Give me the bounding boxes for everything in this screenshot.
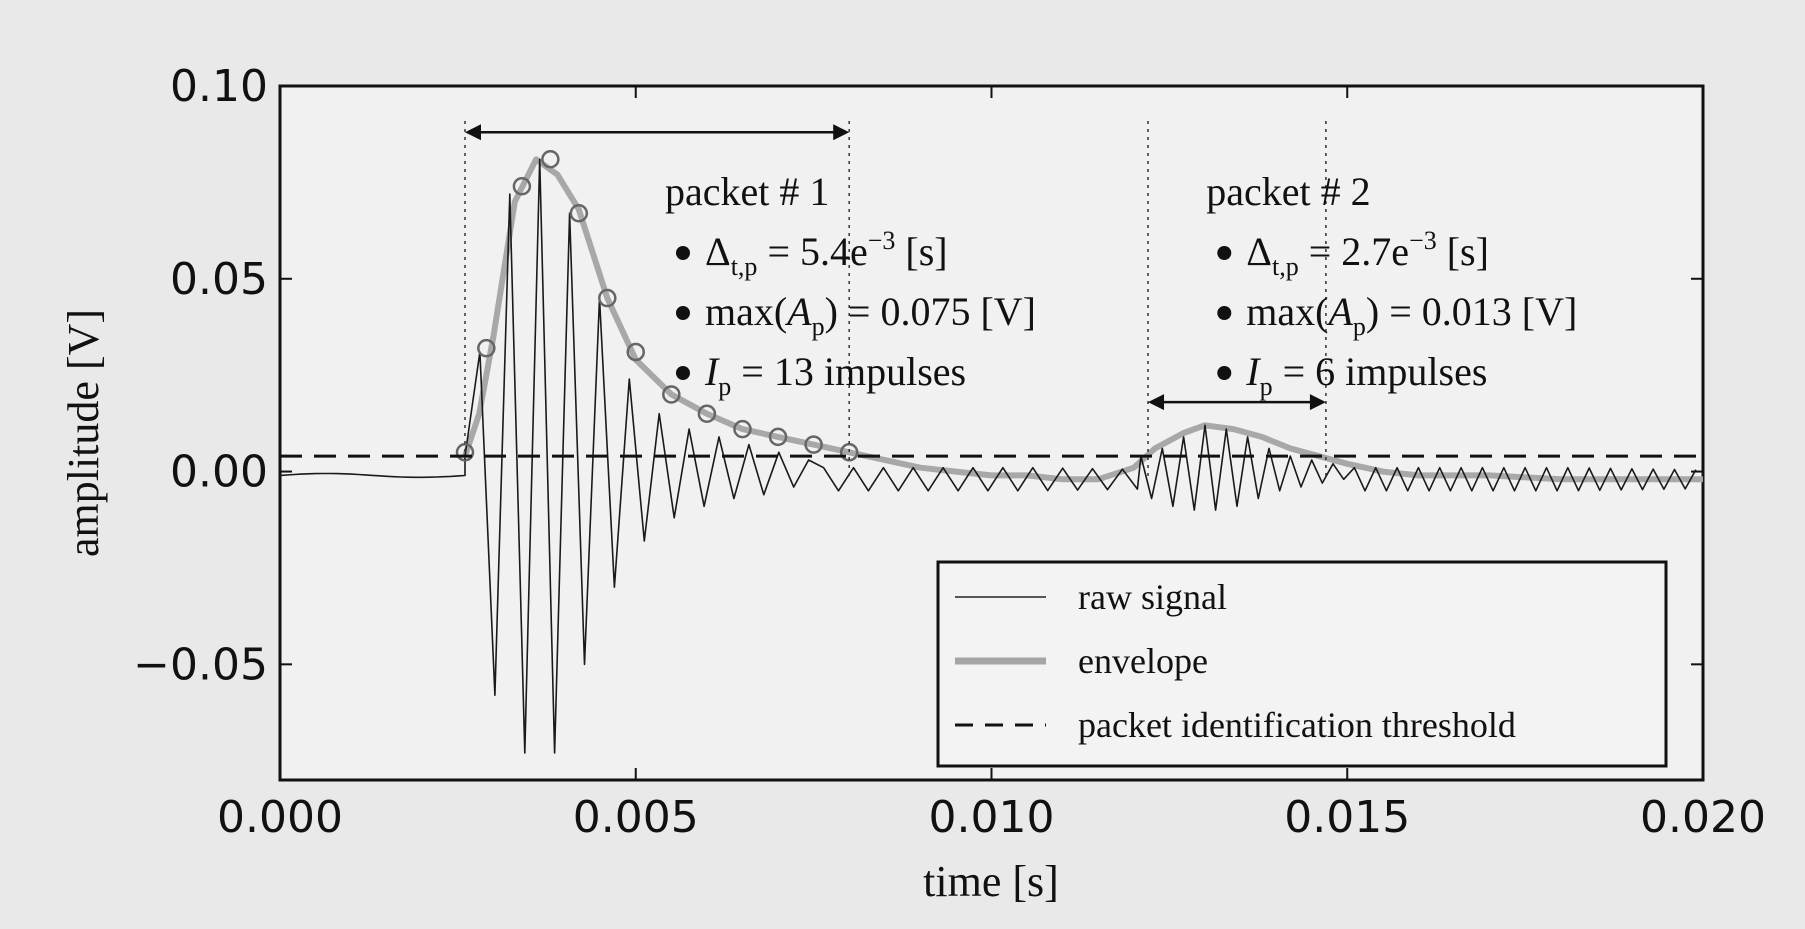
packet-annotations: packet # 1 Δt,p = 5.4e−3 [s] max(Ap) = 0.0…: [464, 121, 1577, 480]
legend-box: [936, 560, 1668, 768]
bullet: [1217, 366, 1232, 380]
envelope-line: [462, 156, 1703, 483]
envelope-marker: [512, 176, 532, 196]
envelope-markers: [455, 150, 859, 462]
envelope-marker: [839, 443, 859, 462]
envelope-marker: [626, 342, 645, 362]
y-tick-label: 0.10: [170, 61, 268, 112]
bullet: [675, 306, 690, 320]
envelope-marker: [697, 404, 717, 423]
y-ticks: −0.05 0.00 0.05 0.10: [133, 61, 1703, 690]
x-tick-label: 0.000: [217, 792, 343, 843]
arrow-head-left: [464, 124, 481, 141]
envelope-series: [462, 156, 1703, 483]
arrow-head-left: [1148, 394, 1165, 411]
packet-metric: Ip = 13 impulses: [704, 349, 966, 401]
envelope-marker: [541, 150, 560, 169]
raw-signal-series: [279, 158, 1697, 754]
envelope-marker: [733, 419, 752, 439]
bullet: [1217, 246, 1232, 260]
packet-metric: Δt,p = 2.7e−3 [s]: [1246, 226, 1489, 281]
packet-title: packet # 1: [665, 169, 829, 214]
arrow-head-right: [833, 124, 850, 141]
raw-signal-line: [279, 158, 1697, 754]
arrow-head-right: [1309, 394, 1326, 411]
y-tick-label: −0.05: [133, 639, 268, 690]
packet-title: packet # 2: [1206, 169, 1370, 214]
packet-metric: max(Ap) = 0.075 [V]: [705, 289, 1036, 341]
envelope-marker: [598, 288, 617, 308]
bullet: [1217, 306, 1232, 320]
y-axis-label: amplitude [V]: [59, 309, 108, 557]
packet-metric: Δt,p = 5.4e−3 [s]: [705, 226, 948, 281]
x-axis-label: time [s]: [923, 857, 1059, 906]
x-tick-label: 0.010: [929, 792, 1055, 843]
envelope-marker: [768, 427, 788, 447]
envelope-marker: [662, 385, 681, 404]
envelope-marker: [477, 338, 496, 358]
x-tick-label: 0.005: [573, 792, 699, 843]
x-ticks: 0.000 0.005 0.010 0.015 0.020: [217, 86, 1766, 843]
legend: raw signal envelope packet identificatio…: [936, 560, 1668, 768]
x-tick-label: 0.015: [1284, 792, 1410, 843]
legend-label-envelope: envelope: [1078, 641, 1208, 681]
envelope-marker: [569, 203, 589, 223]
y-tick-label: 0.05: [170, 254, 268, 305]
envelope-marker: [455, 443, 475, 462]
packet-metric: Ip = 6 impulses: [1245, 349, 1487, 401]
legend-label-threshold: packet identification threshold: [1078, 705, 1516, 745]
legend-label-raw-signal: raw signal: [1078, 577, 1227, 617]
envelope-marker: [804, 435, 823, 454]
x-tick-label: 0.020: [1640, 792, 1766, 843]
packet-metric: max(Ap) = 0.013 [V]: [1246, 289, 1577, 341]
bullet: [675, 366, 690, 380]
bullet: [675, 246, 690, 260]
y-tick-label: 0.00: [170, 447, 268, 498]
